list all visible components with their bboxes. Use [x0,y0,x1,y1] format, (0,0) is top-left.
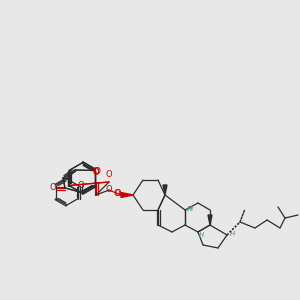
Polygon shape [163,185,167,195]
Text: H: H [199,232,204,238]
Text: O: O [114,190,120,199]
Text: O: O [93,168,99,177]
Text: O: O [106,185,112,194]
Polygon shape [121,193,133,197]
Text: H: H [187,206,192,212]
Text: H: H [188,206,193,212]
Text: O: O [94,167,100,176]
Text: O: O [93,167,99,176]
Text: O: O [50,184,56,193]
Text: O: O [78,181,84,190]
Text: O: O [115,188,121,197]
Text: O: O [106,170,112,179]
Text: H: H [230,231,235,237]
Polygon shape [208,215,212,225]
